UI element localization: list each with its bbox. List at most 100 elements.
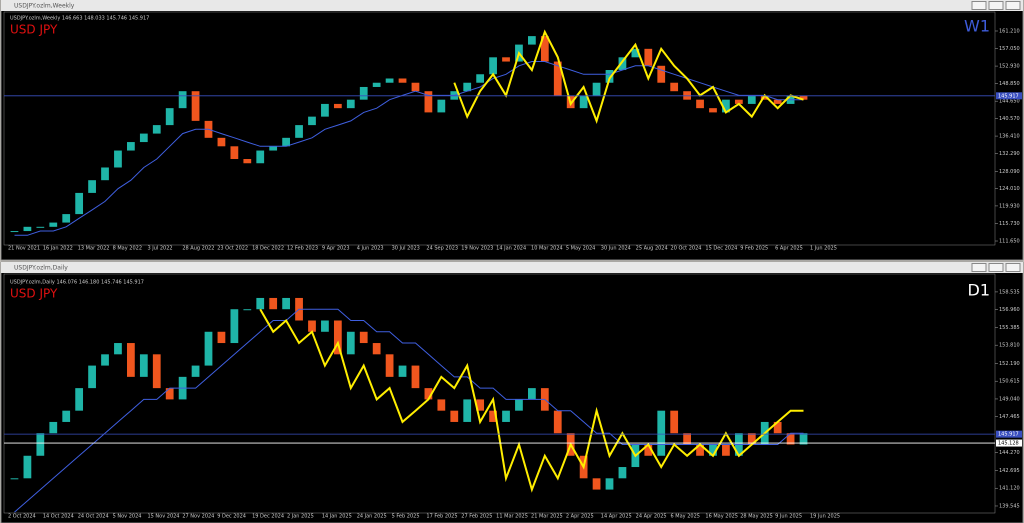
x-tick-label: 15 Nov 2024 <box>147 514 179 520</box>
candle <box>670 410 679 434</box>
candle <box>644 444 653 456</box>
candle <box>450 410 459 422</box>
x-tick-label: 28 May 2025 <box>740 514 773 520</box>
candle <box>269 297 278 310</box>
candle <box>191 365 200 377</box>
x-tick-label: 10 Mar 2024 <box>531 246 563 252</box>
y-tick-label: 158.535 <box>999 289 1020 295</box>
candle <box>528 36 536 45</box>
candle <box>502 410 510 422</box>
zigzag <box>453 29 804 124</box>
window-title: USDJPY.ozlm,Weekly <box>14 3 75 10</box>
candle <box>152 125 161 134</box>
candle <box>411 82 420 92</box>
price-box <box>996 430 1022 438</box>
y-tick-label: 150.615 <box>999 379 1020 385</box>
candle <box>256 297 265 310</box>
x-tick-label: 11 Mar 2025 <box>496 514 528 520</box>
candle <box>773 421 782 434</box>
y-tick-label: 152.190 <box>999 361 1020 367</box>
candle <box>734 99 743 104</box>
candle <box>385 78 394 83</box>
candle <box>269 146 278 151</box>
y-tick-label: 149.040 <box>999 396 1020 402</box>
candle <box>592 82 601 96</box>
candle <box>88 365 96 389</box>
candle <box>165 108 174 126</box>
x-tick-label: 19 Dec 2024 <box>252 514 284 520</box>
y-tick-label: 128.090 <box>999 169 1020 175</box>
candle <box>722 99 730 113</box>
candle <box>295 125 303 138</box>
candle <box>385 354 394 377</box>
candle <box>515 399 523 411</box>
candle <box>747 433 756 445</box>
candle <box>282 297 290 310</box>
x-tick-label: 2 Oct 2024 <box>8 514 36 520</box>
candle <box>75 192 84 215</box>
x-tick-label: 19 Nov 2023 <box>461 246 493 252</box>
x-tick-label: 3 Jul 2022 <box>147 246 172 252</box>
candle <box>799 433 808 445</box>
y-tick-label: 124.010 <box>999 186 1020 192</box>
candle <box>502 57 510 62</box>
window-button[interactable] <box>988 1 1004 10</box>
candle <box>437 399 446 411</box>
moving-average <box>14 308 804 513</box>
candle <box>333 320 342 355</box>
x-tick-label: 9 Dec 2024 <box>217 514 246 520</box>
x-tick-label: 12 Feb 2023 <box>287 246 318 252</box>
candle <box>553 61 562 96</box>
window-button[interactable] <box>1005 1 1021 10</box>
x-tick-label: 21 Mar 2025 <box>531 514 563 520</box>
candle <box>36 226 45 228</box>
candle <box>139 133 148 143</box>
candle <box>489 410 497 422</box>
x-tick-label: 14 Oct 2024 <box>43 514 74 520</box>
x-tick-label: 14 Jan 2025 <box>322 514 352 520</box>
window-button[interactable] <box>971 1 987 10</box>
x-tick-label: 9 Apr 2023 <box>322 246 350 252</box>
y-tick-label: 156.960 <box>999 307 1020 313</box>
candle <box>139 354 148 377</box>
chart-header: USDJPY.ozlm,Weekly 146.663 148.033 145.7… <box>10 16 149 22</box>
x-tick-label: 13 Mar 2022 <box>78 246 110 252</box>
candle <box>36 433 45 456</box>
chart-area <box>3 11 996 246</box>
x-tick-label: 24 Jan 2025 <box>357 514 387 520</box>
candle <box>760 95 769 100</box>
candle <box>696 99 704 109</box>
y-tick-label: 142.695 <box>999 468 1020 474</box>
candle <box>10 478 19 480</box>
candle <box>49 421 58 434</box>
candle <box>683 433 691 445</box>
candle <box>23 226 32 232</box>
price-box <box>996 439 1022 447</box>
x-tick-label: 21 Nov 2021 <box>8 246 40 252</box>
window-button[interactable] <box>1005 263 1021 272</box>
candle <box>605 478 614 490</box>
candle <box>398 78 407 83</box>
window-button[interactable] <box>971 263 987 272</box>
candle <box>165 388 174 400</box>
zigzag <box>259 308 804 493</box>
window-button[interactable] <box>988 263 1004 272</box>
x-tick-label: 30 Jun 2024 <box>601 246 631 252</box>
candle <box>540 36 549 62</box>
candle <box>321 320 329 332</box>
candle <box>62 214 71 223</box>
candle <box>476 74 485 83</box>
y-tick-label: 144.650 <box>999 99 1020 105</box>
x-tick-label: 14 Jan 2024 <box>496 246 526 252</box>
x-tick-label: 5 May 2024 <box>566 246 595 252</box>
candle <box>579 95 588 109</box>
y-tick-label: 141.120 <box>999 486 1020 492</box>
candle <box>88 180 96 193</box>
timeframe-label: D1 <box>968 281 991 300</box>
candle <box>411 365 420 389</box>
timeframe-label: W1 <box>964 17 990 36</box>
x-tick-label: 6 May 2025 <box>671 514 700 520</box>
x-tick-label: 18 Dec 2022 <box>252 246 284 252</box>
x-tick-label: 16 May 2025 <box>705 514 738 520</box>
